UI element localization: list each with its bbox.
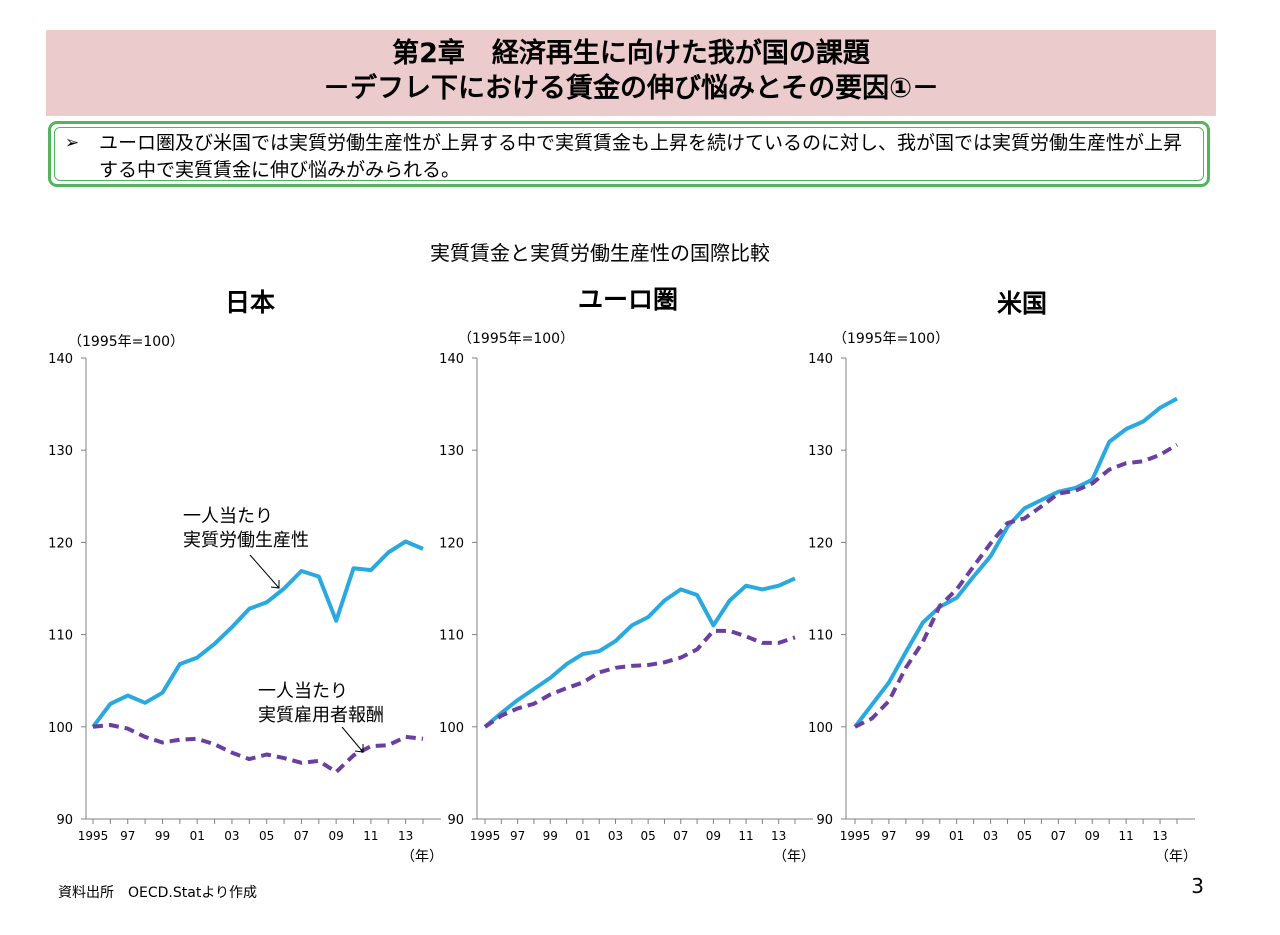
- annotation-productivity-line2: 実質労働生産性: [183, 530, 309, 551]
- x-tick-label: 09: [1085, 829, 1100, 843]
- unit-label: （1995年=100）: [458, 331, 574, 347]
- unit-label: （1995年=100）: [833, 331, 949, 347]
- y-tick-label: 140: [808, 352, 833, 367]
- x-tick-label: 99: [155, 829, 170, 843]
- page-number: 3: [1191, 874, 1204, 898]
- x-tick-label: 13: [398, 829, 413, 843]
- y-tick-label: 100: [439, 721, 464, 736]
- y-tick-label: 110: [48, 629, 73, 644]
- y-tick-label: 110: [808, 629, 833, 644]
- annotation-arrow-head: [354, 744, 364, 753]
- productivity-line: [91, 539, 424, 729]
- annotation-compensation-line1: 一人当たり: [258, 681, 348, 702]
- x-tick-label: 03: [608, 829, 623, 843]
- y-tick-label: 90: [56, 813, 73, 828]
- x-tick-label: 97: [510, 829, 525, 843]
- x-tick-label: 99: [543, 829, 558, 843]
- arrow-bullet-icon: ➢: [65, 133, 80, 153]
- x-tick-label: 11: [363, 829, 378, 843]
- x-tick-label: 01: [575, 829, 590, 843]
- compensation-line: [483, 628, 796, 729]
- x-tick-label: 07: [294, 829, 309, 843]
- y-tick-label: 130: [439, 444, 464, 459]
- y-tick-label: 120: [439, 536, 464, 551]
- x-axis-label: （年）: [773, 849, 815, 865]
- x-tick-label: 01: [949, 829, 964, 843]
- annotation-arrow: [341, 726, 364, 753]
- x-tick-label: 09: [706, 829, 721, 843]
- y-tick-label: 120: [808, 536, 833, 551]
- x-axis-label: （年）: [1155, 849, 1197, 865]
- annotation-arrow-head: [270, 580, 280, 589]
- productivity-line: [853, 396, 1178, 729]
- x-tick-label: 01: [190, 829, 205, 843]
- chart-title-us: 米国: [996, 289, 1047, 318]
- productivity-line: [483, 576, 796, 729]
- y-tick-label: 100: [48, 721, 73, 736]
- annotation-productivity-line1: 一人当たり: [183, 506, 273, 527]
- x-tick-label: 11: [738, 829, 753, 843]
- summary-text: ユーロ圏及び米国では実質労働生産性が上昇する中で実質賃金も上昇を続けているのに対…: [99, 132, 1183, 181]
- compensation-line: [854, 442, 1179, 729]
- y-tick-label: 130: [48, 444, 73, 459]
- x-tick-label: 03: [224, 829, 239, 843]
- x-tick-label: 1995: [840, 829, 871, 843]
- x-tick-label: 1995: [470, 829, 501, 843]
- x-tick-label: 07: [673, 829, 688, 843]
- y-tick-label: 140: [439, 352, 464, 367]
- x-tick-label: 99: [915, 829, 930, 843]
- x-tick-label: 05: [641, 829, 656, 843]
- x-tick-label: 11: [1119, 829, 1134, 843]
- x-tick-label: 05: [259, 829, 274, 843]
- y-tick-label: 90: [816, 813, 833, 828]
- chart-title-eurozone: ユーロ圏: [577, 285, 678, 314]
- chapter-title: 第2章 経済再生に向けた我が国の課題: [392, 38, 870, 69]
- y-tick-label: 140: [48, 352, 73, 367]
- compensation-line: [92, 723, 424, 774]
- summary-box: ➢ ユーロ圏及び米国では実質労働生産性が上昇する中で実質賃金も上昇を続けているの…: [48, 121, 1210, 187]
- y-tick-label: 110: [439, 629, 464, 644]
- x-axis-label: （年）: [401, 849, 443, 865]
- figure-subtitle: 実質賃金と実質労働生産性の国際比較: [430, 241, 770, 265]
- annotation-arrow: [249, 554, 280, 589]
- x-tick-label: 13: [1152, 829, 1167, 843]
- y-tick-label: 120: [48, 536, 73, 551]
- x-tick-label: 1995: [78, 829, 109, 843]
- annotation-compensation-line2: 実質雇用者報酬: [258, 705, 384, 726]
- slide-header: 第2章 経済再生に向けた我が国の課題 －デフレ下における賃金の伸び悩みとその要因…: [46, 30, 1216, 116]
- x-tick-label: 97: [120, 829, 135, 843]
- x-tick-label: 05: [1017, 829, 1032, 843]
- chapter-subtitle: －デフレ下における賃金の伸び悩みとその要因①－: [322, 73, 940, 104]
- unit-label: （1995年=100）: [68, 334, 184, 350]
- y-tick-label: 130: [808, 444, 833, 459]
- y-tick-label: 100: [808, 721, 833, 736]
- chart-title-japan: 日本: [224, 288, 275, 317]
- x-tick-label: 03: [983, 829, 998, 843]
- x-tick-label: 97: [881, 829, 896, 843]
- source-note: 資料出所 OECD.Statより作成: [58, 885, 258, 901]
- x-tick-label: 09: [329, 829, 344, 843]
- x-tick-label: 13: [771, 829, 786, 843]
- summary-inner-frame: [54, 127, 1204, 181]
- y-tick-label: 90: [447, 813, 464, 828]
- x-tick-label: 07: [1051, 829, 1066, 843]
